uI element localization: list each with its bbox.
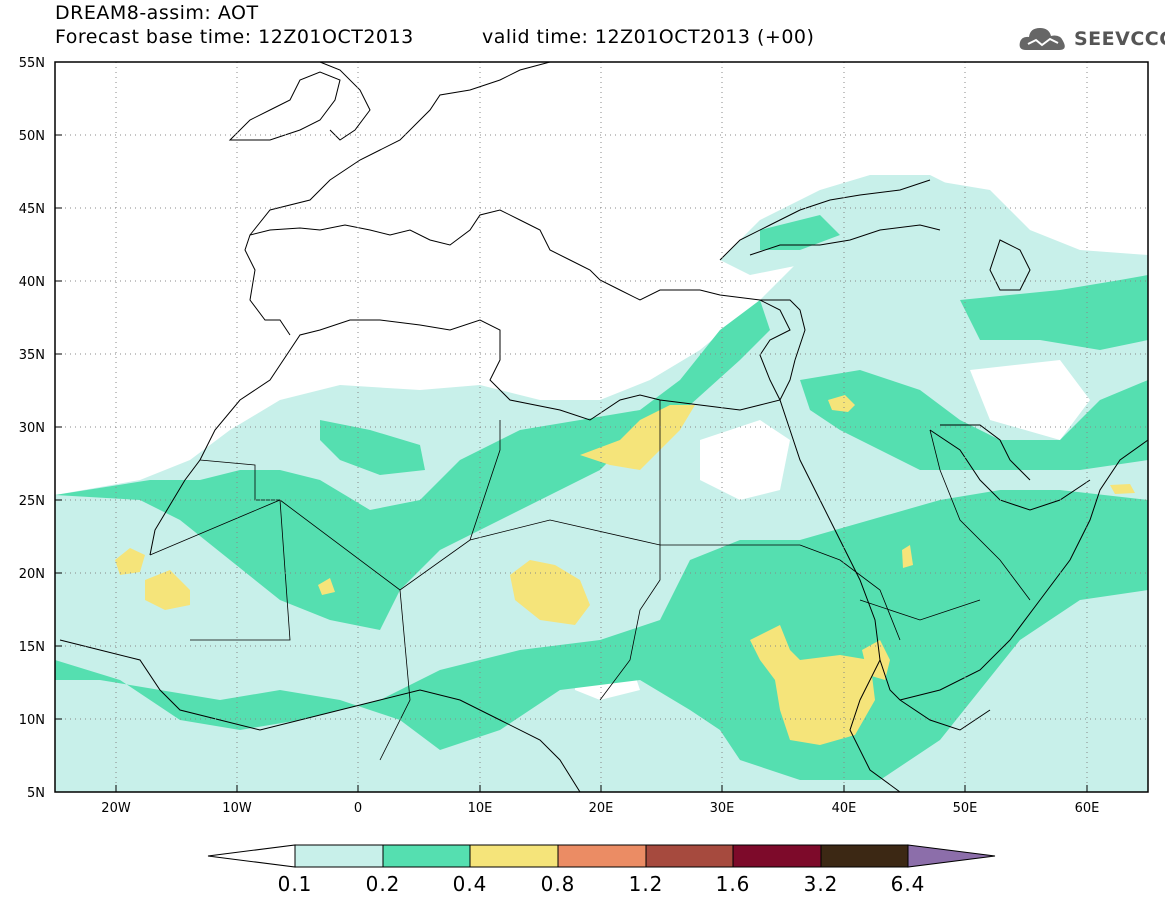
aot-contour-0.1-hole2 bbox=[970, 360, 1090, 440]
longitude-labels: 20W 10W 0 10E 20E 30E 40E 50E 60E bbox=[101, 801, 1099, 816]
lat-label: 20N bbox=[19, 567, 45, 582]
lat-label: 25N bbox=[19, 494, 45, 509]
aot-contour-0.2-e bbox=[960, 275, 1148, 350]
logo-text: SEEVCCC bbox=[1074, 28, 1165, 50]
aot-contour-0.4-g bbox=[828, 395, 855, 412]
aot-contour-0.4-h bbox=[1110, 484, 1135, 494]
colorbar-label: 1.6 bbox=[715, 872, 751, 896]
lon-label: 20W bbox=[101, 801, 131, 816]
colorbar-label: 0.4 bbox=[452, 872, 488, 896]
aot-contour-0.4-b bbox=[510, 560, 590, 625]
lat-label: 40N bbox=[19, 275, 45, 290]
colorbar-segment bbox=[907, 844, 996, 868]
lat-label: 15N bbox=[19, 640, 45, 655]
aot-contour-0.4-d bbox=[115, 548, 145, 575]
colorbar-label: 6.4 bbox=[890, 872, 926, 896]
lon-label: 10E bbox=[468, 801, 493, 816]
lat-label: 45N bbox=[19, 202, 45, 217]
aot-contour-0.2-f bbox=[320, 420, 425, 475]
map-title: DREAM8-assim: AOT bbox=[55, 2, 259, 24]
aot-contour-0.4-e bbox=[750, 625, 875, 745]
grid-lines bbox=[55, 62, 1148, 792]
lon-label: 30E bbox=[710, 801, 735, 816]
aot-contour-0.4-i bbox=[902, 545, 913, 568]
lat-label: 10N bbox=[19, 713, 45, 728]
colorbar-segment bbox=[732, 844, 822, 868]
lat-label: 30N bbox=[19, 421, 45, 436]
axis-ticks bbox=[55, 61, 1088, 792]
colorbar-segment bbox=[469, 844, 559, 868]
seevccc-logo: SEEVCCC bbox=[1018, 24, 1165, 54]
colorbar-label: 3.2 bbox=[803, 872, 839, 896]
colorbar-segment bbox=[645, 844, 734, 868]
colorbar-label: 0.8 bbox=[540, 872, 576, 896]
lat-label: 35N bbox=[19, 348, 45, 363]
colorbar-label: 1.2 bbox=[628, 872, 664, 896]
lon-label: 40E bbox=[832, 801, 857, 816]
colorbar-segment bbox=[820, 844, 909, 868]
aot-contour-0.1-hole bbox=[700, 420, 790, 500]
aot-contour-0.2 bbox=[55, 300, 770, 630]
colorbar-label: 0.2 bbox=[365, 872, 401, 896]
forecast-base-time: Forecast base time: 12Z01OCT2013 bbox=[55, 26, 414, 48]
lat-label: 50N bbox=[19, 129, 45, 144]
colorbar bbox=[207, 844, 996, 868]
lat-label: 55N bbox=[19, 56, 45, 71]
aot-contour-0.2-b bbox=[55, 490, 1148, 780]
valid-time: valid time: 12Z01OCT2013 (+00) bbox=[482, 26, 815, 48]
colorbar-segment bbox=[557, 844, 647, 868]
colorbar-segment bbox=[382, 844, 471, 868]
lon-label: 0 bbox=[354, 801, 362, 816]
colorbar-label: 0.1 bbox=[277, 872, 313, 896]
lon-label: 60E bbox=[1075, 801, 1100, 816]
aot-contour-0.2-d bbox=[760, 215, 840, 250]
aot-contour-0.4-a bbox=[580, 405, 695, 470]
aot-field bbox=[55, 62, 1148, 792]
colorbar-segment bbox=[207, 844, 296, 868]
colorbar-segment bbox=[294, 844, 384, 868]
lat-label: 5N bbox=[27, 786, 45, 801]
lon-label: 20E bbox=[589, 801, 614, 816]
aot-contour-0.4-j bbox=[318, 578, 335, 595]
latitude-labels: 55N 50N 45N 40N 35N 30N 25N 20N 15N 10N … bbox=[19, 56, 45, 801]
cloud-logo-icon bbox=[1019, 28, 1065, 50]
aot-contour-0.4-c bbox=[145, 570, 190, 610]
lon-label: 10W bbox=[222, 801, 252, 816]
lon-label: 50E bbox=[953, 801, 978, 816]
aot-contour-0.2-c bbox=[800, 370, 1148, 470]
